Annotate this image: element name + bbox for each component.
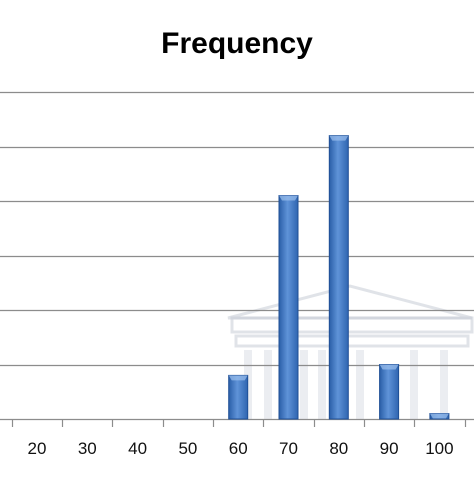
x-tick-label: 50: [178, 439, 197, 458]
x-tick-label: 80: [329, 439, 348, 458]
bar-cap-90: [379, 364, 399, 370]
x-tick-label: 100: [425, 439, 453, 458]
bar-cap-60: [228, 375, 248, 381]
bar-cap-80: [329, 135, 349, 141]
x-tick-label: 90: [380, 439, 399, 458]
x-tick-label: 70: [279, 439, 298, 458]
bar-80: [328, 135, 349, 420]
bar-cap-70: [279, 195, 298, 201]
bar-70: [278, 195, 299, 420]
gridlines: [0, 91, 474, 367]
x-tick-label: 30: [78, 439, 97, 458]
x-tick-label: 60: [229, 439, 248, 458]
bar-90: [379, 364, 400, 420]
chart-title: Frequency: [161, 27, 313, 60]
x-tick-labels: 20 30 40 50 60 70 80 90 100: [28, 439, 454, 458]
x-tick-label: 20: [28, 439, 47, 458]
x-tick-label: 40: [128, 439, 147, 458]
x-axis: [0, 418, 474, 427]
watermark-building-icon: [227, 284, 474, 420]
bar-60: [228, 374, 249, 420]
bar-cap-100: [429, 413, 449, 419]
bars: [228, 135, 450, 420]
